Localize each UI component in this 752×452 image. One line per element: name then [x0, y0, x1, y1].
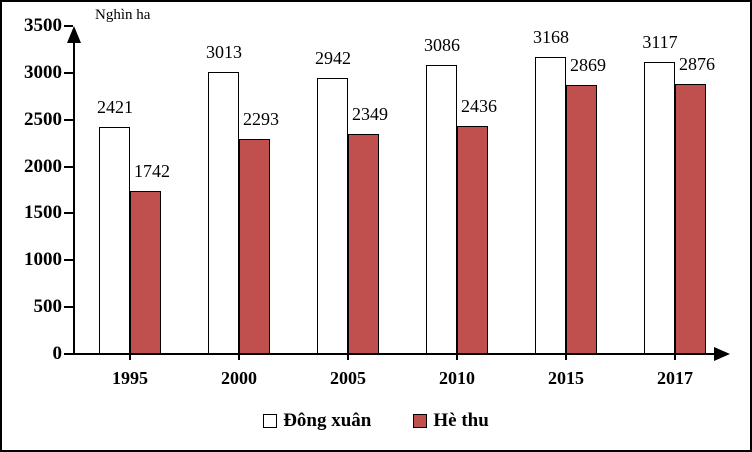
bar-value-dong-xuan-2010: 3086 [424, 34, 460, 55]
bar-value-he-thu-2010: 2436 [461, 95, 497, 116]
legend-item-dong-xuan: Đông xuân [263, 410, 371, 432]
x-category-label: 2000 [221, 368, 257, 388]
x-category-label: 1995 [112, 368, 148, 388]
legend-label-he-thu: Hè thu [433, 410, 489, 431]
legend-item-he-thu: Hè thu [413, 410, 489, 432]
bar-dong-xuan-2015 [535, 57, 566, 354]
y-axis-arrow-icon [67, 26, 81, 43]
y-tick [64, 165, 73, 168]
bar-dong-xuan-2005 [317, 78, 348, 354]
bar-value-he-thu-1995: 1742 [134, 160, 170, 181]
bar-value-dong-xuan-2005: 2942 [315, 48, 351, 69]
x-tick [347, 355, 349, 360]
y-tick [64, 353, 73, 355]
y-tick [64, 259, 73, 262]
bar-he-thu-2017 [675, 84, 706, 354]
x-axis-arrow-icon [714, 347, 730, 361]
bar-value-dong-xuan-2000: 3013 [206, 41, 242, 62]
y-tick [64, 306, 73, 309]
x-category-label: 2010 [439, 368, 475, 388]
y-tick-label: 1000 [24, 249, 62, 271]
x-tick [238, 355, 240, 360]
y-tick-label: 2500 [24, 108, 62, 130]
x-tick [129, 355, 131, 360]
legend-swatch-dong-xuan [263, 414, 278, 428]
bar-value-dong-xuan-2015: 3168 [533, 27, 569, 48]
x-category-label: 2017 [657, 368, 693, 388]
bar-dong-xuan-1995 [99, 127, 130, 354]
x-tick [674, 355, 676, 360]
bar-dong-xuan-2017 [644, 61, 675, 354]
y-axis-line [73, 40, 75, 355]
legend-swatch-he-thu [413, 414, 428, 428]
y-tick [64, 212, 73, 215]
y-tick-label: 2000 [24, 155, 62, 177]
x-category-label: 2015 [548, 368, 584, 388]
bar-he-thu-2005 [348, 133, 379, 354]
bar-dong-xuan-2010 [426, 64, 457, 354]
y-tick [64, 118, 73, 121]
y-tick [64, 71, 73, 74]
bar-value-dong-xuan-2017: 3117 [642, 31, 678, 52]
y-tick [64, 25, 73, 27]
bar-dong-xuan-2000 [208, 71, 239, 354]
y-tick-label: 500 [33, 296, 63, 318]
y-tick-label: 1500 [24, 202, 62, 224]
y-axis-unit-label: Nghìn ha [95, 7, 151, 23]
legend-label-dong-xuan: Đông xuân [283, 410, 372, 431]
y-tick-label: 3500 [24, 15, 62, 36]
x-tick [565, 355, 567, 360]
bar-he-thu-2000 [239, 139, 270, 354]
bar-he-thu-2010 [457, 125, 488, 354]
bar-value-he-thu-2000: 2293 [243, 109, 279, 130]
chart-legend: Đông xuân Hè thu [2, 406, 750, 436]
x-axis-line [73, 353, 714, 355]
bar-value-he-thu-2005: 2349 [352, 103, 388, 124]
x-category-label: 2005 [330, 368, 366, 388]
x-tick [456, 355, 458, 360]
bar-value-dong-xuan-1995: 2421 [97, 97, 133, 118]
y-tick-label: 3000 [24, 61, 62, 83]
bar-he-thu-2015 [566, 85, 597, 354]
bar-he-thu-1995 [130, 190, 161, 354]
bar-value-he-thu-2017: 2876 [679, 54, 715, 75]
y-tick-label: 0 [52, 343, 63, 364]
bar-value-he-thu-2015: 2869 [570, 55, 606, 76]
